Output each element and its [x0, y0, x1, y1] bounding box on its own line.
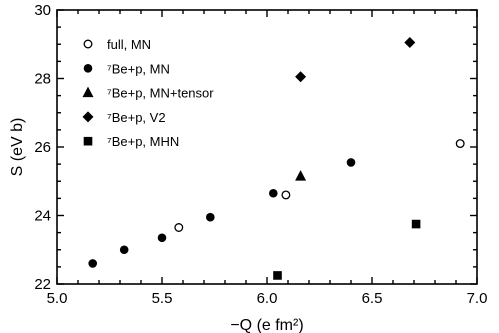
legend: full, MN ⁷Be+p, MN ⁷Be+p, MN+tensor ⁷Be+p, …	[82, 37, 214, 149]
data-point-open-circle	[281, 190, 291, 200]
x-tick-label: 5.0	[47, 290, 68, 307]
data-point-filled-circle	[119, 245, 129, 255]
legend-entry: ⁷Be+p, V2	[82, 110, 166, 125]
legend-marker-filled-triangle	[82, 86, 94, 98]
legend-label: ⁷Be+p, V2	[107, 110, 166, 125]
legend-marker-filled-square	[83, 136, 93, 146]
data-point-filled-square	[273, 271, 282, 280]
legend-entry: full, MN	[83, 37, 151, 52]
legend-marker-open-circle	[83, 39, 93, 49]
data-point-filled-square	[411, 219, 421, 229]
data-point-filled-diamond	[295, 71, 307, 83]
legend-label: ⁷Be+p, MN+tensor	[107, 86, 214, 101]
y-tick-label: 24	[34, 208, 51, 225]
data-point-filled-diamond	[404, 37, 416, 49]
data-point-filled-circle	[346, 158, 356, 167]
data-point-filled-circle	[157, 233, 167, 243]
data-point-open-circle	[455, 139, 465, 149]
x-tick-label: 7.0	[467, 290, 488, 307]
legend-label: full, MN	[107, 37, 151, 52]
legend-entry: ⁷Be+p, MN+tensor	[82, 86, 214, 101]
y-axis-label: S (eV b)	[9, 118, 26, 177]
legend-marker-filled-diamond	[82, 111, 94, 123]
x-tick-label: 6.0	[257, 290, 278, 307]
y-tick-label: 26	[34, 139, 51, 156]
data-points	[88, 37, 465, 280]
legend-label: ⁷Be+p, MN	[107, 61, 170, 76]
data-point-filled-circle	[88, 259, 97, 268]
x-tick-label: 5.5	[152, 290, 173, 307]
legend-label: ⁷Be+p, MHN	[107, 134, 179, 149]
x-tick-label: 6.5	[362, 290, 383, 307]
data-point-filled-circle	[206, 212, 215, 222]
data-point-open-circle	[174, 223, 184, 232]
data-point-filled-triangle	[295, 170, 307, 181]
axis-ticks: 5.0 5.5 6.0 6.5 7.0 22 24 26 28 30	[34, 2, 487, 307]
x-axis-label: −Q (e fm²)	[230, 317, 303, 333]
data-point-filled-circle	[269, 188, 278, 198]
y-tick-label: 22	[34, 276, 51, 293]
legend-entry: ⁷Be+p, MHN	[83, 134, 179, 149]
legend-entry: ⁷Be+p, MN	[83, 61, 170, 76]
y-tick-label: 30	[34, 2, 51, 19]
y-tick-label: 28	[34, 71, 51, 88]
legend-marker-filled-circle	[83, 64, 93, 73]
